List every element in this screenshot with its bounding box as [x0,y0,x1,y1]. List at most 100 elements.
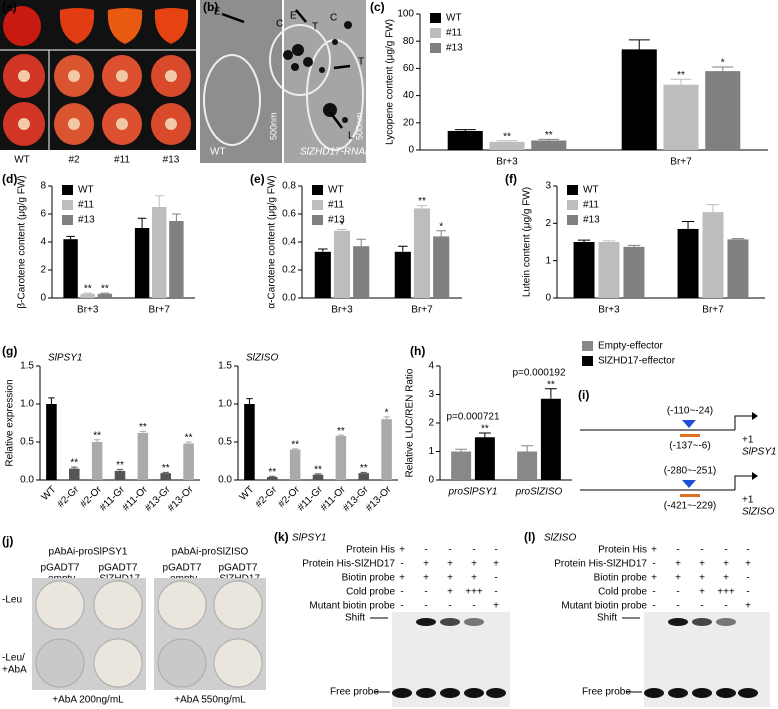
panel-label: (d) [2,172,17,186]
error-bar [544,388,557,399]
emsa-sign: - [424,587,427,598]
error-bar [602,240,616,242]
significance: ** [162,463,170,474]
y-tick-label: 2 [545,218,551,229]
error-bar [83,292,93,294]
bar [413,208,431,298]
micrograph [200,0,282,163]
y-axis-label: β-Carotene content (μg/g FW) [17,175,28,308]
y-tick-label: 0 [408,145,414,156]
emsa-sign: + [423,573,429,584]
error-bar [681,220,695,229]
bar [244,404,255,480]
bar [152,207,167,298]
emsa-sign: + [675,559,681,570]
bar [289,449,301,480]
bar [358,473,369,480]
micrograph-label: L [348,131,354,142]
x-tick-label: Br+3 [496,157,518,168]
legend-swatch [62,185,73,195]
significance: ** [101,284,109,295]
y-tick-label: 8 [40,181,46,192]
emsa-sign: - [676,587,679,598]
y-axis-label: α-Carotene content (μg/g FW) [267,175,278,308]
error-bar [538,138,560,141]
bar [63,239,78,298]
legend-swatch [62,200,73,210]
y-tick-label: 0.6 [282,209,296,220]
panel-label: (i) [578,388,589,402]
y-tick-label: 2 [428,418,434,429]
emsa-sign: - [676,545,679,556]
emsa-sign: - [472,601,475,612]
y-tick-label: 0 [545,293,551,304]
bar [134,228,150,298]
emsa-sign: - [424,545,427,556]
emsa-sign: - [472,545,475,556]
emsa-row-label: Biotin probe [594,573,648,584]
y-tick-label: 0.0 [282,293,296,304]
significance: ** [314,465,322,476]
x-tick-label: #2-Gr [253,484,279,510]
panel-label: (f) [505,172,517,186]
emsa-sign: - [746,545,749,556]
significance: ** [268,467,276,478]
bar [381,419,392,480]
emsa-sign: - [400,587,403,598]
bar [394,251,411,298]
significance: ** [545,130,553,141]
x-tick-label: Br+7 [149,305,171,316]
emsa-sign: - [400,601,403,612]
emsa-sign: - [448,545,451,556]
y-tick-label: 0.0 [20,475,34,486]
micrograph-label: E [214,7,221,18]
legend-label: WT [78,185,94,196]
y-tick-label: 1.0 [218,399,232,410]
emsa-sign: - [676,601,679,612]
legend-swatch [312,215,323,225]
micrograph [284,0,366,163]
free-band [716,688,736,698]
emsa-sign: +++ [717,587,735,598]
x-tick-label: #13-Or [364,484,394,514]
emsa-sign: + [699,573,705,584]
binding-site: (-280~-251) [664,466,717,477]
panel-label: (b) [203,0,218,14]
bar [531,140,567,150]
emsa-sign: + [471,573,477,584]
shift-band [464,618,484,626]
error-bar [162,471,169,474]
error-bar [337,434,344,436]
x-tick-label: Br+7 [702,305,724,316]
x-tick-label: WT [238,484,257,503]
x-tick-label: #2-Gr [55,484,81,510]
x-tick-label: Br+3 [331,305,353,316]
free-band [392,688,412,698]
y-tick-label: 0 [428,475,434,486]
x-tick-label: WT [40,484,59,503]
legend-swatch [62,215,73,225]
emsa-sign: + [493,559,499,570]
y-tick-label: 3 [545,181,551,192]
free-band [486,688,506,698]
error-bar [269,475,276,477]
emsa-sign: + [699,559,705,570]
error-bar [71,466,78,469]
panel-label: (l) [524,530,535,544]
emsa-sign: - [494,587,497,598]
x-tick-label: Br+7 [670,157,692,168]
emsa-sign: + [723,559,729,570]
legend-label: Empty-effector [598,341,664,352]
panel-label: (g) [2,344,17,358]
emsa-sign: - [400,559,403,570]
error-bar [360,471,367,474]
error-bar [172,213,181,221]
error-bar [139,430,146,433]
emsa-title: SlPSY1 [292,533,326,544]
yeast-spot [35,638,85,688]
probe-range: (-137~-6) [669,441,710,452]
error-bar [48,397,55,404]
photo-label: #2 [68,155,80,166]
bar [517,451,538,480]
